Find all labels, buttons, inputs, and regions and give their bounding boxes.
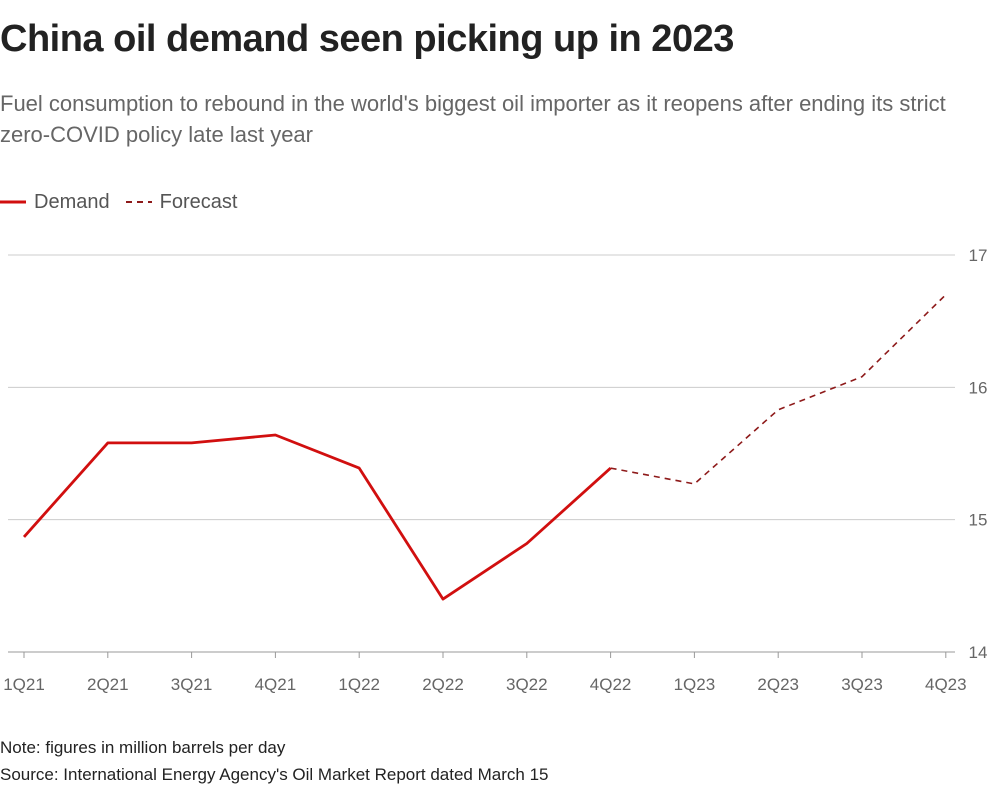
x-tick-label: 1Q21 [3,675,45,694]
y-tick-label: 14 [969,643,988,662]
legend-swatch-demand [0,200,26,204]
line-chart: 14 15 16 17 1Q21 2Q21 3Q21 4Q21 1Q22 2Q22 3Q22 4Q22… [3,246,988,694]
y-tick-label: 17 [969,246,988,265]
x-tick-label: 3Q21 [171,675,213,694]
y-tick-label: 15 [969,511,988,530]
demand-series-line [22,433,612,601]
legend-label-forecast: Forecast [159,190,238,213]
legend-item-demand: Demand [0,191,110,214]
x-tick-label: 1Q23 [674,675,716,694]
x-tick-label: 4Q22 [590,675,632,694]
legend-swatch-forecast [125,201,152,203]
chart-subtitle: Fuel consumption to rebound in the world… [0,91,946,147]
x-tick-label: 2Q23 [757,675,799,694]
forecast-series-line [610,294,947,485]
legend: Demand Forecast [0,188,253,216]
x-tick-label: 2Q21 [87,675,129,694]
legend-item-forecast: Forecast [125,190,238,214]
x-tick-label: 2Q22 [422,675,464,694]
x-tick-label: 3Q22 [506,675,548,694]
chart-source: Source: International Energy Agency's Oi… [0,765,549,784]
x-tick-label: 3Q23 [841,675,883,694]
x-tick-label: 4Q21 [255,675,297,694]
legend-label-demand: Demand [34,190,110,213]
x-tick-label: 1Q22 [338,675,380,694]
x-tick-label: 4Q23 [925,675,967,694]
chart-title: China oil demand seen picking up in 2023 [0,18,734,60]
chart-note: Note: figures in million barrels per day [0,738,286,757]
y-tick-label: 16 [969,378,988,397]
